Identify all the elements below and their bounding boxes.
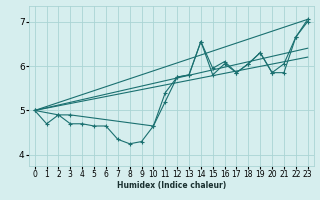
- X-axis label: Humidex (Indice chaleur): Humidex (Indice chaleur): [116, 181, 226, 190]
